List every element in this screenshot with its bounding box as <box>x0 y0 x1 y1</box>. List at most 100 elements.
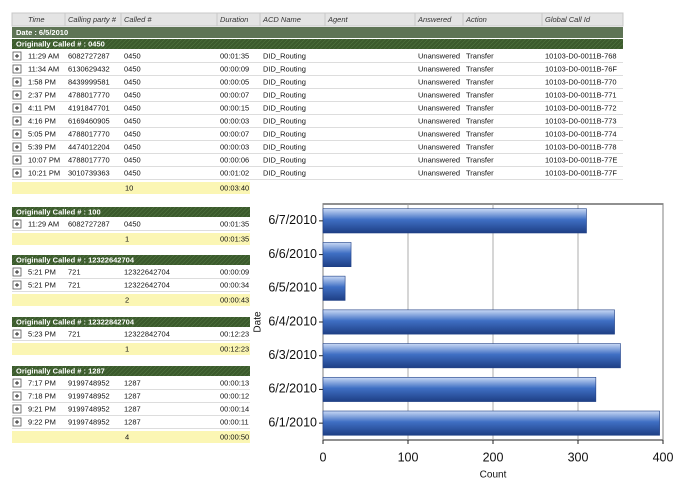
cell: 9199748952 <box>68 378 110 387</box>
cell: Transfer <box>466 155 494 164</box>
bar <box>322 376 597 402</box>
expand-plus <box>15 145 19 149</box>
cell: DID_Routing <box>263 168 306 177</box>
cell: 6169460905 <box>68 116 110 125</box>
group-title: Originally Called # : 0450 <box>16 39 105 48</box>
cell: Unanswered <box>418 116 460 125</box>
cell: Transfer <box>466 103 494 112</box>
group-total: 00:00:43 <box>220 295 249 304</box>
cell: 00:00:12 <box>220 391 249 400</box>
expand-plus <box>15 93 19 97</box>
cell: 1287 <box>124 378 141 387</box>
group-title: Originally Called # : 100 <box>16 207 101 216</box>
cell: 00:00:34 <box>220 280 249 289</box>
cell: 10103-D0-0011B-77F <box>545 168 617 177</box>
cell: 00:00:09 <box>220 267 249 276</box>
summary-row <box>12 233 250 245</box>
cell: Transfer <box>466 142 494 151</box>
cell: 10103-D0-0011B-773 <box>545 116 617 125</box>
bar <box>322 275 346 301</box>
cell: DID_Routing <box>263 142 306 151</box>
group-count: 10 <box>125 183 133 192</box>
cell: 10103-D0-0011B-778 <box>545 142 617 151</box>
summary-row <box>12 343 250 355</box>
cell: 6082727287 <box>68 51 110 60</box>
cell: 7:18 PM <box>28 391 56 400</box>
expand-plus <box>15 270 19 274</box>
group-title: Originally Called # : 1287 <box>16 366 105 375</box>
cell: 4788017770 <box>68 155 110 164</box>
group-count: 2 <box>125 295 129 304</box>
column-header: Duration <box>220 15 248 24</box>
column-header: Action <box>465 15 487 24</box>
x-tick-label: 200 <box>483 450 504 464</box>
cell: 11:29 AM <box>28 219 59 228</box>
cell: 0450 <box>124 155 141 164</box>
bar <box>322 410 660 436</box>
group-title: Originally Called # : 12322642704 <box>16 255 135 264</box>
cell: Transfer <box>466 168 494 177</box>
cell: 1:58 PM <box>28 77 56 86</box>
column-header: ACD Name <box>262 15 301 24</box>
y-tick-label: 6/7/2010 <box>268 213 317 227</box>
cell: 00:00:03 <box>220 116 249 125</box>
cell: 00:12:23 <box>220 329 249 338</box>
cell: 5:23 PM <box>28 329 56 338</box>
group-header <box>12 255 250 265</box>
y-tick-label: 6/6/2010 <box>268 247 317 261</box>
date-bar <box>12 27 623 38</box>
group-header <box>12 39 623 49</box>
cell: 00:00:09 <box>220 64 249 73</box>
cell: 10:07 PM <box>28 155 60 164</box>
cell: DID_Routing <box>263 155 306 164</box>
group-header <box>12 317 250 327</box>
cell: Transfer <box>466 77 494 86</box>
cell: 4474012204 <box>68 142 110 151</box>
group-total: 00:03:40 <box>220 183 249 192</box>
group-count: 4 <box>125 432 129 441</box>
cell: 721 <box>68 267 81 276</box>
cell: 5:21 PM <box>28 280 56 289</box>
expand-plus <box>15 54 19 58</box>
cell: 0450 <box>124 51 141 60</box>
group-header <box>12 366 250 376</box>
cell: 5:21 PM <box>28 267 56 276</box>
cell: 10103-D0-0011B-77E <box>545 155 617 164</box>
cell: 00:00:05 <box>220 77 249 86</box>
x-tick-label: 0 <box>320 450 327 464</box>
cell: 721 <box>68 280 81 289</box>
cell: 00:01:02 <box>220 168 249 177</box>
cell: 8439999581 <box>68 77 110 86</box>
cell: 0450 <box>124 129 141 138</box>
group-header <box>12 207 250 217</box>
cell: 0450 <box>124 64 141 73</box>
cell: 5:39 PM <box>28 142 56 151</box>
cell: Unanswered <box>418 77 460 86</box>
cell: 00:00:14 <box>220 404 249 413</box>
header-row <box>11 12 624 27</box>
x-axis-label: Count <box>480 470 507 481</box>
cell: Unanswered <box>418 103 460 112</box>
cell: 4:11 PM <box>28 103 55 112</box>
cell: Unanswered <box>418 90 460 99</box>
summary-row <box>12 182 250 194</box>
cell: Unanswered <box>418 64 460 73</box>
cell: 0450 <box>124 219 141 228</box>
expand-plus <box>15 407 19 411</box>
cell: 12322642704 <box>124 267 170 276</box>
expand-plus <box>15 132 19 136</box>
cell: 2:37 PM <box>28 90 56 99</box>
cell: 0450 <box>124 142 141 151</box>
expand-plus <box>15 106 19 110</box>
cell: 0450 <box>124 168 141 177</box>
cell: 0450 <box>124 77 141 86</box>
cell: Transfer <box>466 129 494 138</box>
cell: Unanswered <box>418 142 460 151</box>
cell: 00:01:35 <box>220 219 249 228</box>
column-header: Time <box>28 15 45 24</box>
cell: 6082727287 <box>68 219 110 228</box>
summary-row <box>12 294 250 306</box>
cell: 1287 <box>124 417 141 426</box>
x-tick-label: 300 <box>568 450 589 464</box>
